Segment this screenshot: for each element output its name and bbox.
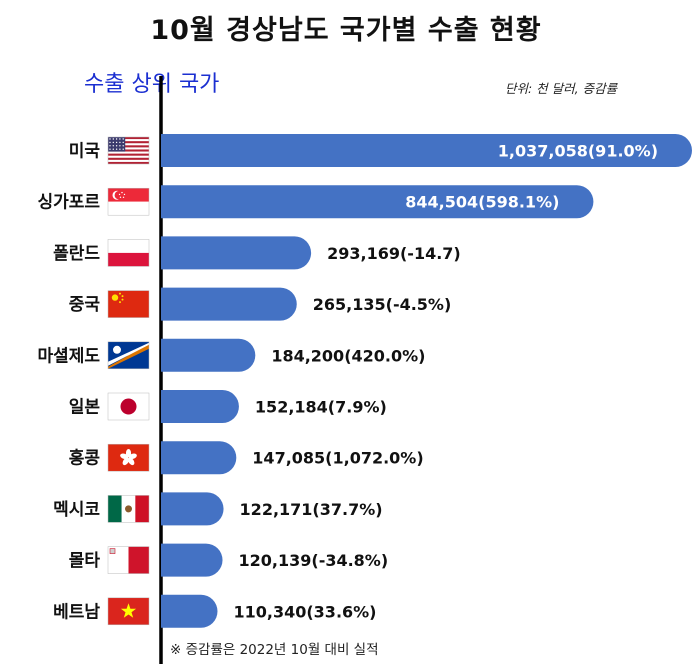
category-label: 멕시코 <box>53 500 100 520</box>
chart-subtitle: 수출 상위 국가 <box>84 72 220 97</box>
data-label: 120,139(-34.8%) <box>239 551 389 570</box>
vietnam-flag-icon <box>107 597 150 626</box>
category-label: 베트남 <box>53 602 100 622</box>
footnote: ※ 증감률은 2022년 10월 대비 실적 <box>170 642 379 658</box>
bar <box>161 492 224 526</box>
data-label: 147,085(1,072.0%) <box>252 449 423 468</box>
data-label: 844,504(598.1%) <box>405 193 559 212</box>
japan-flag-icon <box>107 392 150 421</box>
bar <box>161 594 218 628</box>
category-label: 마셜제도 <box>37 346 100 366</box>
chart-title: 10월 경상남도 국가별 수출 현황 <box>150 15 542 46</box>
data-label: 293,169(-14.7) <box>327 244 461 263</box>
bar <box>161 543 223 577</box>
category-label: 싱가포르 <box>37 193 100 213</box>
marshall-islands-flag-icon <box>107 341 150 370</box>
bar <box>161 390 239 423</box>
bar <box>161 185 594 219</box>
unit-note: 단위: 천 달러, 증감률 <box>505 81 618 96</box>
hong-kong-flag-icon <box>107 443 150 472</box>
data-label: 122,171(37.7%) <box>240 500 383 519</box>
data-label: 110,340(33.6%) <box>233 602 376 621</box>
category-label: 미국 <box>69 142 101 162</box>
category-label: 폴란드 <box>53 244 100 264</box>
data-label: 1,037,058(91.0%) <box>498 142 658 161</box>
data-label: 265,135(-4.5%) <box>313 295 452 314</box>
bar <box>161 287 297 321</box>
mexico-flag-icon <box>107 495 150 523</box>
us-flag-icon <box>107 136 150 165</box>
category-label: 몰타 <box>69 551 101 571</box>
bar <box>161 236 312 270</box>
bar <box>161 338 256 372</box>
data-label: 152,184(7.9%) <box>255 398 387 417</box>
malta-flag-icon <box>107 546 150 574</box>
data-label: 184,200(420.0%) <box>271 346 425 365</box>
bar <box>161 441 237 475</box>
poland-flag-icon <box>107 239 150 267</box>
category-label: 홍콩 <box>69 448 101 469</box>
singapore-flag-icon <box>107 187 150 216</box>
category-label: 중국 <box>69 295 101 315</box>
category-label: 일본 <box>69 398 101 418</box>
china-flag-icon <box>107 290 150 318</box>
bar <box>161 134 692 167</box>
